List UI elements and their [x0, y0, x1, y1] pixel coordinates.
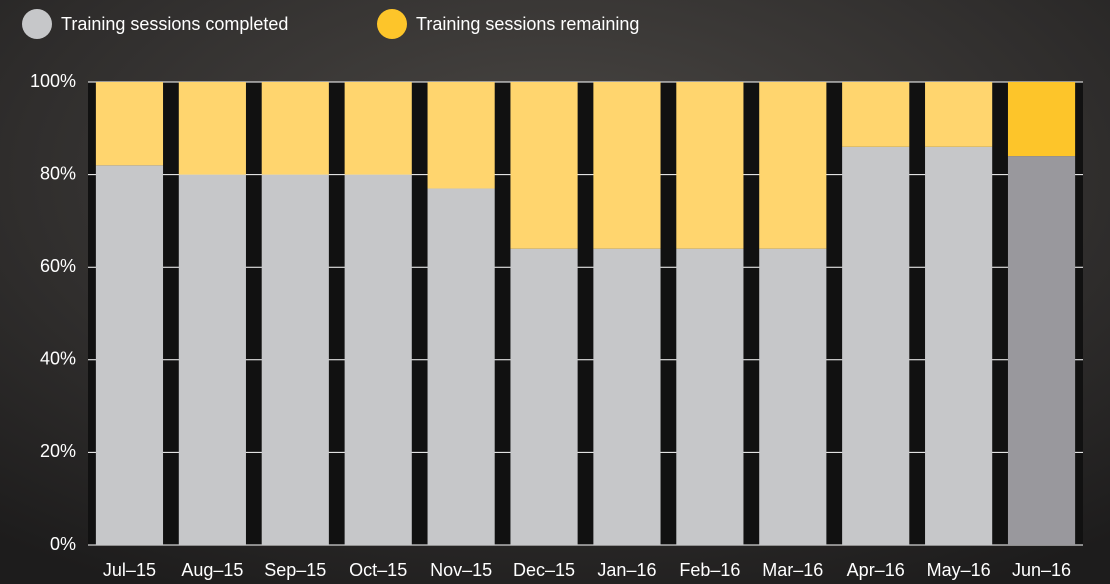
bar-segment	[428, 82, 495, 188]
bar-segment	[510, 249, 577, 545]
x-tick-label: Apr–16	[847, 560, 905, 580]
bar-segment	[96, 82, 163, 165]
bar-segment	[179, 82, 246, 175]
bar-segment	[593, 82, 660, 249]
y-tick-label: 60%	[40, 256, 76, 276]
bar-segment	[262, 82, 329, 175]
legend-label: Training sessions completed	[61, 14, 288, 34]
legend-label: Training sessions remaining	[416, 14, 639, 34]
bar-segment	[676, 82, 743, 249]
x-tick-label: Oct–15	[349, 560, 407, 580]
bar-segment	[759, 249, 826, 545]
bar-segment	[842, 147, 909, 545]
x-tick-label: May–16	[927, 560, 991, 580]
x-tick-label: Sep–15	[264, 560, 326, 580]
y-tick-label: 80%	[40, 163, 76, 183]
y-tick-label: 20%	[40, 441, 76, 461]
bar-segment	[593, 249, 660, 545]
x-tick-label: Jan–16	[597, 560, 656, 580]
chart: 0% 20% 40% 60% 80% 100% Jul–15 Aug–15 Sep–15 Oct–…	[0, 0, 1110, 584]
bar-segment	[345, 82, 412, 175]
bar-segment	[759, 82, 826, 249]
bar-segment	[1008, 156, 1075, 545]
x-tick-label: Dec–15	[513, 560, 575, 580]
x-tick-label: Nov–15	[430, 560, 492, 580]
legend-marker	[22, 9, 52, 39]
legend-marker	[377, 9, 407, 39]
bar-segment	[1008, 82, 1075, 156]
bar-segment	[428, 188, 495, 545]
bar-segment	[925, 82, 992, 147]
bar-segment	[510, 82, 577, 249]
bar-segment	[179, 175, 246, 545]
bar-segment	[96, 165, 163, 545]
x-tick-label: Jun–16	[1012, 560, 1071, 580]
bar-segment	[842, 82, 909, 147]
y-tick-label: 100%	[30, 71, 76, 91]
x-tick-label: Mar–16	[762, 560, 823, 580]
bar-segment	[925, 147, 992, 545]
y-tick-label: 0%	[50, 534, 76, 554]
y-tick-label: 40%	[40, 349, 76, 369]
bar-segment	[676, 249, 743, 545]
bar-segment	[262, 175, 329, 545]
bar-segment	[345, 175, 412, 545]
x-tick-label: Aug–15	[181, 560, 243, 580]
x-tick-label: Jul–15	[103, 560, 156, 580]
x-tick-label: Feb–16	[679, 560, 740, 580]
